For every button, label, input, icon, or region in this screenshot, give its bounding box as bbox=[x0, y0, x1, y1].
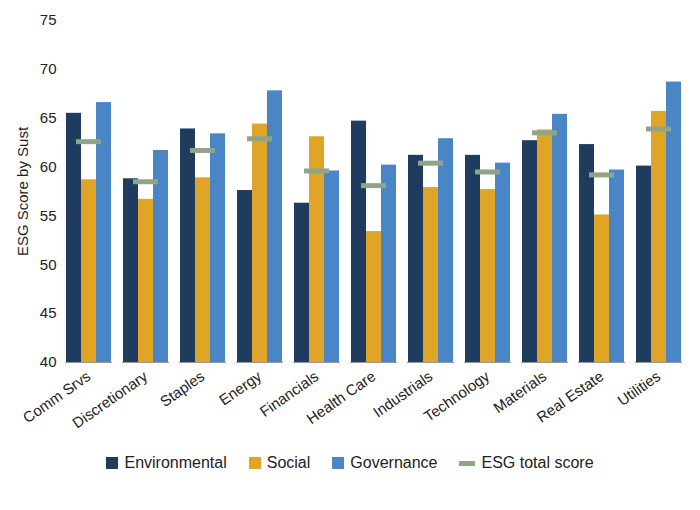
svg-text:Staples: Staples bbox=[157, 367, 208, 410]
svg-text:55: 55 bbox=[40, 207, 57, 224]
svg-text:Utilities: Utilities bbox=[614, 367, 663, 409]
svg-text:Comm Srvs: Comm Srvs bbox=[19, 367, 94, 427]
html-text:ESG total score: ESG total score bbox=[481, 454, 594, 471]
svg-text:75: 75 bbox=[40, 11, 57, 28]
svg-text:ESG Score by Sust: ESG Score by Sust bbox=[14, 126, 31, 256]
svg-text:70: 70 bbox=[40, 60, 57, 77]
svg-text:Technology: Technology bbox=[421, 367, 493, 425]
svg-text:50: 50 bbox=[40, 256, 57, 273]
svg-text:65: 65 bbox=[40, 109, 57, 126]
svg-text:Materials: Materials bbox=[489, 367, 550, 417]
html-text:Environmental: Environmental bbox=[124, 454, 227, 471]
svg-text:Real Estate: Real Estate bbox=[533, 367, 606, 425]
html-text:Governance: Governance bbox=[350, 454, 438, 471]
svg-text:40: 40 bbox=[40, 353, 57, 370]
svg-text:Health Care: Health Care bbox=[303, 367, 378, 427]
svg-text:60: 60 bbox=[40, 158, 57, 175]
svg-text:Industrials: Industrials bbox=[369, 367, 436, 421]
svg-text:Energy: Energy bbox=[216, 367, 265, 408]
html-text:Social: Social bbox=[266, 454, 311, 471]
svg-text:45: 45 bbox=[40, 304, 57, 321]
svg-text:Financials: Financials bbox=[256, 367, 322, 420]
svg-text:Discretionary: Discretionary bbox=[69, 367, 151, 431]
